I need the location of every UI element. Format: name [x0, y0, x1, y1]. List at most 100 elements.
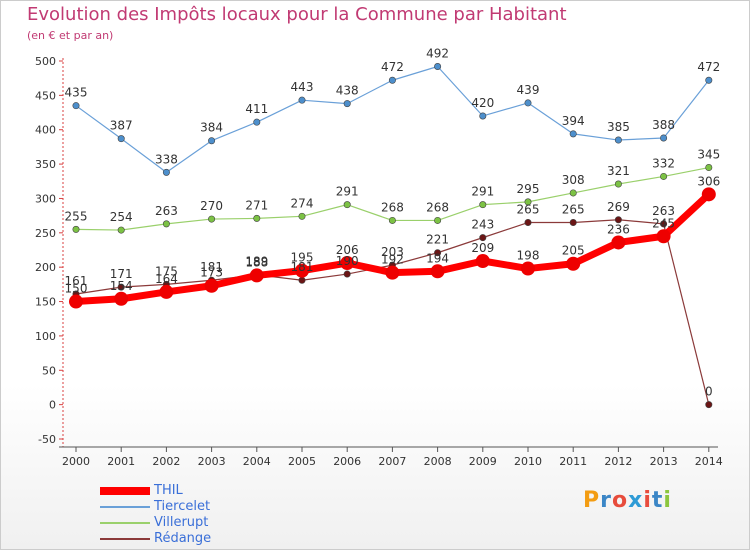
data-point-tiercelet [569, 130, 577, 138]
data-label-tiercelet: 472 [697, 60, 720, 74]
data-point-thil [385, 265, 400, 280]
logo-letter: x [628, 488, 644, 513]
data-point-villerupt [253, 214, 261, 222]
data-point-thil [295, 263, 309, 278]
data-label-r-dange: 265 [562, 203, 585, 217]
data-point-tiercelet [524, 99, 532, 107]
x-tick-label: 2008 [424, 455, 452, 468]
data-label-r-dange: 265 [517, 203, 540, 217]
data-label-villerupt: 308 [562, 173, 585, 187]
data-point-villerupt [72, 225, 80, 233]
logo-letter: r [600, 488, 612, 513]
legend-swatch [100, 538, 150, 540]
logo-letter: i [663, 488, 672, 513]
data-label-tiercelet: 439 [517, 83, 540, 97]
y-tick-label: 350 [35, 158, 56, 171]
data-label-tiercelet: 472 [381, 60, 404, 74]
data-label-tiercelet: 435 [65, 86, 88, 100]
data-point-tiercelet [298, 96, 306, 104]
data-point-thil [521, 261, 535, 276]
data-label-villerupt: 291 [471, 185, 494, 199]
data-label-villerupt: 255 [65, 209, 88, 223]
data-point-r-dange [524, 219, 532, 227]
data-point-thil [69, 294, 83, 309]
y-tick-label: 450 [35, 89, 56, 102]
y-tick-label: 300 [35, 192, 56, 205]
x-tick-label: 2013 [650, 455, 678, 468]
data-label-thil: 245 [652, 216, 675, 230]
legend-label: Rédange [154, 531, 212, 546]
data-label-thil: 236 [607, 222, 630, 236]
data-point-r-dange [343, 270, 351, 278]
legend-label: Villerupt [154, 515, 209, 530]
data-label-thil: 306 [697, 174, 720, 188]
data-point-tiercelet [479, 112, 487, 120]
data-label-villerupt: 270 [200, 199, 223, 213]
legend-item: Tiercelet [100, 499, 300, 515]
data-point-thil [249, 268, 264, 283]
chart-legend: THIL Tiercelet Villerupt Rédange [100, 483, 300, 547]
data-point-tiercelet [117, 135, 125, 143]
data-label-r-dange: 263 [652, 204, 675, 218]
x-tick-label: 2010 [514, 455, 542, 468]
data-label-tiercelet: 420 [471, 96, 494, 110]
legend-item: Villerupt [100, 515, 300, 531]
data-label-thil: 194 [426, 251, 449, 265]
x-tick-label: 2004 [243, 455, 271, 468]
data-point-villerupt [388, 216, 396, 224]
data-point-thil [566, 256, 581, 271]
x-tick-label: 2011 [559, 455, 587, 468]
data-point-thil [475, 253, 490, 268]
data-point-villerupt [614, 180, 622, 188]
data-label-thil: 154 [110, 279, 133, 293]
y-tick-label: 250 [35, 227, 56, 240]
data-point-tiercelet [705, 76, 713, 84]
data-label-tiercelet: 411 [245, 102, 268, 116]
data-label-tiercelet: 338 [155, 152, 178, 166]
data-point-villerupt [524, 198, 532, 206]
data-point-tiercelet [388, 76, 396, 84]
logo-letter: i [643, 488, 652, 513]
x-tick-label: 2001 [107, 455, 135, 468]
data-point-villerupt [569, 189, 577, 197]
x-tick-label: 2014 [695, 455, 723, 468]
legend-label: Tiercelet [154, 499, 211, 514]
data-point-villerupt [162, 220, 170, 228]
data-point-villerupt [208, 215, 216, 223]
data-label-thil: 188 [245, 255, 268, 269]
legend-label: THIL [154, 483, 183, 498]
data-point-tiercelet [343, 100, 351, 108]
data-point-villerupt [298, 212, 306, 220]
data-point-villerupt [660, 172, 668, 180]
logo-letter: o [611, 488, 629, 513]
data-label-r-dange: 189 [245, 255, 268, 269]
y-tick-label: 150 [35, 296, 56, 309]
data-point-thil [430, 264, 445, 279]
data-label-villerupt: 321 [607, 164, 630, 178]
data-label-r-dange: 221 [426, 233, 449, 247]
data-label-villerupt: 271 [245, 198, 268, 212]
data-point-tiercelet [614, 136, 622, 144]
data-label-r-dange: 175 [155, 264, 178, 278]
data-label-r-dange: 171 [110, 267, 133, 281]
x-tick-label: 2005 [288, 455, 316, 468]
data-label-villerupt: 268 [381, 200, 404, 214]
data-label-villerupt: 291 [336, 185, 359, 199]
data-label-thil: 195 [291, 251, 314, 265]
y-tick-label: 100 [35, 330, 56, 343]
data-label-tiercelet: 438 [336, 84, 359, 98]
logo-letter: P [583, 488, 601, 513]
data-point-tiercelet [434, 62, 442, 70]
data-point-tiercelet [162, 168, 170, 176]
data-label-villerupt: 263 [155, 204, 178, 218]
data-point-tiercelet [660, 134, 668, 142]
data-point-r-dange [298, 276, 306, 284]
x-tick-label: 2007 [378, 455, 406, 468]
data-label-thil: 173 [200, 266, 223, 280]
data-label-r-dange: 161 [65, 274, 88, 288]
data-label-thil: 206 [336, 243, 359, 257]
proxiti-logo: Proxiti [583, 488, 672, 513]
x-tick-label: 2012 [604, 455, 632, 468]
data-label-r-dange: 243 [471, 218, 494, 232]
